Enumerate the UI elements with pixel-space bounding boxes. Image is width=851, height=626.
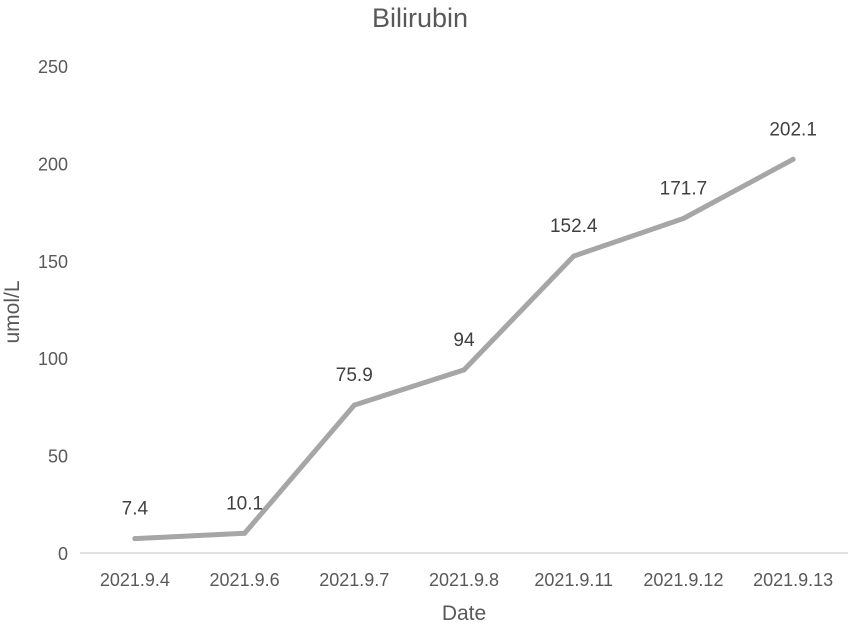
data-point	[571, 253, 577, 259]
data-label: 171.7	[660, 179, 708, 200]
y-tick-label: 100	[38, 349, 68, 369]
y-axis-title: umol/L	[1, 280, 24, 343]
y-tick-label: 150	[38, 252, 68, 272]
x-tick-label: 2021.9.12	[643, 570, 723, 590]
y-tick-label: 200	[38, 154, 68, 174]
x-tick-label: 2021.9.7	[319, 570, 389, 590]
x-tick-label: 2021.9.11	[534, 570, 613, 590]
data-labels: 7.4 10.1 75.9 94 152.4 171.7 202.1	[122, 119, 817, 542]
y-tick-label: 250	[38, 57, 68, 77]
x-axis-title: Date	[442, 602, 486, 625]
x-tick-label: 2021.9.4	[100, 570, 170, 590]
x-tick-label: 2021.9.8	[429, 570, 499, 590]
data-point	[242, 530, 248, 536]
data-label: 152.4	[550, 216, 598, 237]
x-axis-ticks: 2021.9.4 2021.9.6 2021.9.7 2021.9.8 2021.9.1…	[100, 570, 833, 590]
data-point	[680, 216, 686, 222]
data-point	[351, 402, 357, 408]
data-point	[461, 367, 467, 373]
data-label: 202.1	[769, 119, 817, 140]
x-tick-label: 2021.9.6	[210, 570, 280, 590]
y-tick-label: 50	[48, 447, 68, 467]
x-tick-label: 2021.9.13	[753, 570, 833, 590]
data-label: 10.1	[226, 493, 263, 514]
data-label: 7.4	[122, 499, 149, 520]
data-label: 75.9	[336, 365, 373, 386]
data-point	[132, 536, 138, 542]
data-point	[790, 156, 796, 162]
y-tick-label: 0	[58, 544, 68, 564]
data-label: 94	[453, 330, 475, 351]
chart-title: Bilirubin	[372, 3, 468, 33]
y-axis-ticks: 0 50 100 150 200 250	[38, 57, 68, 564]
